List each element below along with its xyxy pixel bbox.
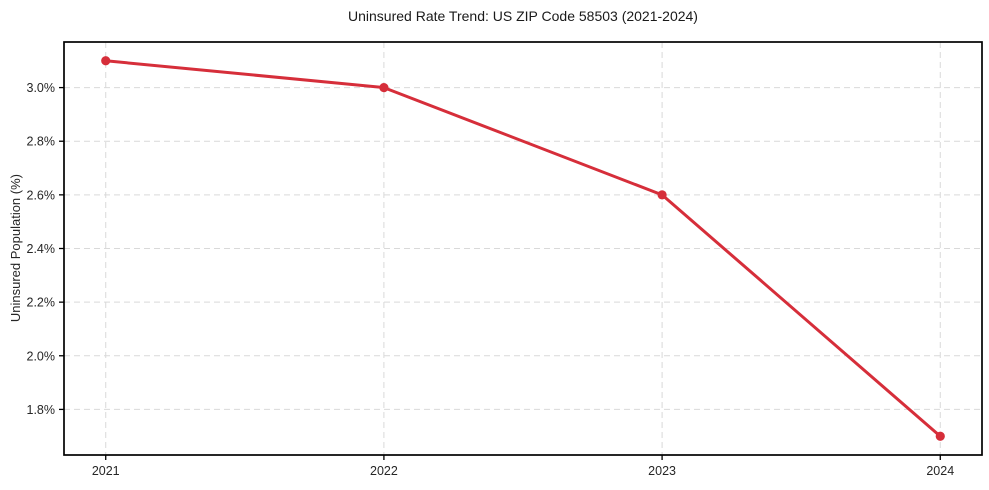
trend-line: [104, 59, 942, 438]
data-point: [379, 82, 389, 93]
data-point: [935, 431, 945, 441]
x-tick-label: 2021: [92, 464, 120, 478]
y-tick-label: 2.4%: [27, 242, 56, 256]
y-tick-label: 2.0%: [27, 349, 56, 363]
y-tick-label: 2.6%: [27, 188, 56, 202]
data-point: [657, 190, 667, 200]
x-tick-label: 2023: [648, 464, 676, 478]
x-tick-label: 2024: [926, 464, 954, 478]
x-tick-label: 2022: [370, 464, 398, 478]
y-tick-label: 1.8%: [27, 403, 56, 417]
data-point: [101, 56, 111, 66]
plot-border: [63, 41, 983, 456]
y-tick-label: 2.8%: [27, 135, 56, 149]
chart-title: Uninsured Rate Trend: US ZIP Code 58503 …: [348, 8, 698, 24]
y-tick-label: 3.0%: [27, 81, 56, 95]
y-tick-label: 2.2%: [27, 296, 56, 310]
